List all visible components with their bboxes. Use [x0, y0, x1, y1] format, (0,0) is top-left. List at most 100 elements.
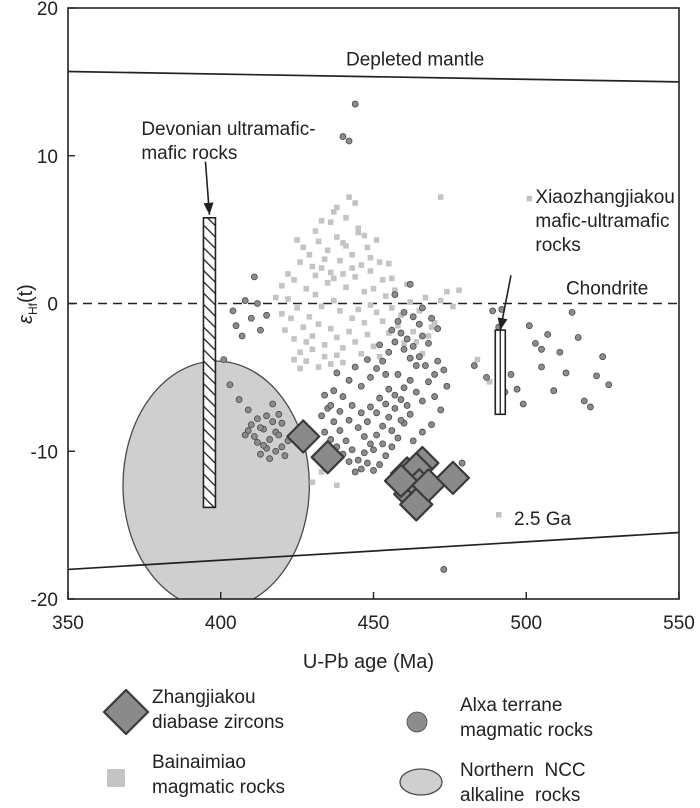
data-point-diamond — [310, 440, 345, 475]
data-point-square — [297, 349, 303, 356]
data-point-square — [352, 339, 358, 345]
data-point-circle — [272, 447, 280, 455]
data-point-circle — [397, 416, 405, 424]
data-point-square — [385, 260, 392, 267]
y-axis-label: εHf(t) — [15, 284, 40, 324]
data-point-circle — [367, 403, 374, 411]
range-bar-devonian-ultramafic-mafic-rocks — [202, 217, 217, 509]
data-point-square — [300, 324, 307, 330]
data-point-square — [282, 327, 288, 333]
data-point-circle — [418, 332, 426, 340]
plot-area: Depleted mantle Devonian ultramafic-mafic… — [68, 50, 679, 599]
data-point-square — [495, 511, 502, 518]
data-point-square — [526, 195, 533, 202]
data-point-square — [367, 254, 374, 261]
data-point-circle — [394, 434, 402, 442]
data-point-circle — [391, 405, 399, 412]
data-point-circle — [376, 341, 384, 349]
data-point-square — [327, 269, 334, 276]
data-point-square — [306, 251, 313, 258]
legend-entry: Bainaimiao magmatic rocks — [107, 752, 285, 798]
data-point-circle — [403, 335, 411, 343]
data-point-square — [303, 339, 310, 345]
y-tick-label: 10 — [37, 147, 58, 168]
data-point-square — [382, 293, 389, 299]
data-point-circle — [425, 378, 432, 386]
data-point-circle — [330, 387, 338, 395]
data-point-circle — [409, 313, 417, 321]
data-point-circle — [330, 418, 338, 426]
data-point-square — [340, 271, 346, 277]
data-point-circle — [562, 369, 570, 377]
data-point-circle — [250, 433, 258, 440]
data-point-square — [385, 330, 392, 336]
x-tick-label: 350 — [52, 613, 84, 634]
data-point-circle — [373, 431, 380, 439]
data-point-circle — [440, 366, 448, 374]
x-axis-label: U-Pb age (Ma) — [303, 651, 434, 673]
legend-label: Zhangjiakou — [152, 687, 256, 708]
data-point-circle — [440, 566, 448, 573]
data-point-square — [340, 359, 346, 366]
data-point-square — [392, 287, 398, 294]
data-point-circle — [345, 416, 353, 424]
data-point-square — [343, 284, 349, 291]
data-point-circle — [556, 348, 564, 356]
data-point-circle — [388, 326, 396, 334]
data-point-circle — [244, 406, 252, 414]
data-point-square — [279, 311, 285, 317]
data-point-circle — [260, 441, 267, 449]
data-point-circle — [351, 468, 359, 476]
data-point-square — [370, 343, 377, 350]
data-point-circle — [431, 371, 439, 378]
data-point-square — [312, 228, 319, 234]
data-point-circle — [519, 400, 527, 408]
data-point-circle — [544, 331, 552, 338]
data-point-square — [379, 277, 386, 283]
data-point-square — [474, 356, 481, 363]
annotation-arrow-head — [497, 317, 508, 331]
data-point-circle — [400, 345, 408, 353]
data-point-circle — [400, 384, 408, 392]
data-point-square — [291, 356, 297, 363]
data-point-diamond — [286, 419, 321, 454]
data-point-square — [425, 333, 432, 339]
data-point-circle — [391, 338, 399, 346]
data-point-circle — [409, 437, 417, 445]
data-point-square — [352, 200, 358, 206]
data-point-circle — [605, 381, 613, 389]
x-tick-label: 400 — [205, 613, 237, 634]
data-point-square — [318, 469, 325, 475]
data-point-circle — [415, 320, 423, 328]
data-point-circle — [278, 419, 286, 427]
data-point-square — [327, 325, 334, 332]
data-point-square — [318, 265, 325, 271]
data-point-square — [373, 309, 380, 316]
data-point-square — [334, 352, 340, 359]
data-point-circle — [247, 314, 255, 322]
data-point-circle — [257, 450, 264, 458]
data-point-circle — [351, 363, 359, 371]
data-point-square — [330, 209, 337, 215]
data-point-circle — [336, 407, 344, 415]
data-point-circle — [376, 461, 384, 468]
data-point-circle — [345, 137, 353, 145]
data-point-circle — [238, 332, 246, 340]
data-point-circle — [342, 437, 350, 445]
data-point-square — [398, 312, 404, 319]
data-point-circle — [431, 393, 439, 400]
data-point-square — [303, 358, 310, 364]
data-point-circle — [437, 406, 445, 414]
data-point-square — [416, 308, 423, 314]
annotation-text: rocks — [535, 235, 580, 256]
data-point-circle — [418, 304, 426, 312]
data-point-square — [291, 336, 297, 342]
data-point-square — [324, 280, 331, 286]
data-point-circle — [418, 397, 426, 405]
data-point-square — [358, 350, 365, 357]
data-point-circle — [385, 413, 393, 421]
y-tick-label: -20 — [31, 590, 58, 611]
data-point-square — [361, 288, 368, 295]
data-point-circle — [354, 424, 362, 432]
series-bainaimiao-magmatic-rocks — [272, 194, 533, 518]
